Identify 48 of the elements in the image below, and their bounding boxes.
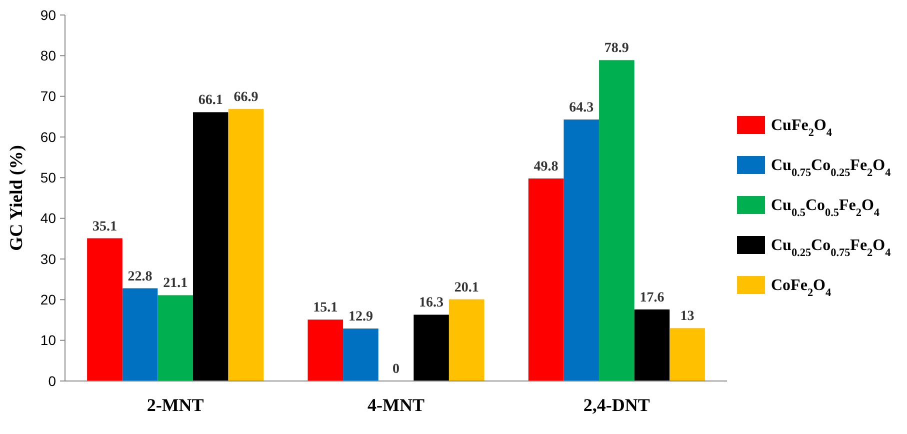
bar	[448, 299, 484, 381]
y-tick-label: 10	[40, 332, 56, 348]
data-label: 17.6	[640, 290, 664, 306]
bar	[87, 238, 122, 381]
bar	[122, 288, 158, 381]
bar	[564, 120, 600, 381]
data-label: 0	[392, 362, 400, 377]
data-label: 78.9	[604, 41, 629, 56]
legend-label: CoFe$_{2}$O$_{4}$	[771, 277, 832, 299]
y-tick-label: 30	[40, 250, 56, 267]
bar	[343, 328, 378, 381]
bar	[158, 295, 193, 381]
data-label: 15.1	[313, 300, 338, 316]
bar	[528, 178, 564, 381]
bar	[228, 108, 264, 381]
x-tick-label: 2-MNT	[146, 395, 204, 415]
legend-label: Cu$_{0.25}$Co$_{0.75}$Fe$_{2}$O$_{4}$	[771, 237, 892, 259]
y-tick-label: 40	[40, 210, 56, 226]
data-label: 35.1	[92, 219, 117, 234]
y-tick-label: 80	[40, 48, 56, 64]
data-label: 66.1	[198, 93, 223, 108]
x-tick-label: 2,4-DNT	[583, 395, 650, 415]
bar	[670, 328, 705, 381]
data-label: 16.3	[419, 296, 444, 311]
data-label: 12.9	[348, 310, 373, 325]
data-label: 64.3	[569, 100, 594, 116]
y-tick-label: 0	[48, 372, 56, 389]
data-label: 13	[680, 309, 694, 324]
data-label: 49.8	[534, 159, 558, 174]
x-tick-label: 4-MNT	[368, 395, 424, 415]
bar	[634, 309, 670, 381]
y-tick-label: 90	[40, 6, 56, 23]
y-tick-label: 20	[40, 292, 56, 308]
data-label: 66.9	[234, 90, 258, 105]
bar	[599, 60, 634, 381]
y-tick-label: 50	[40, 170, 56, 186]
data-label: 20.1	[454, 280, 479, 296]
bar	[308, 320, 344, 381]
legend-label: Cu$_{0.5}$Co$_{0.5}$Fe$_{2}$O$_{4}$	[771, 197, 880, 219]
data-label: 21.1	[163, 276, 188, 292]
legend-label: Cu$_{0.75}$Co$_{0.25}$Fe$_{2}$O$_{4}$	[771, 157, 892, 179]
bar	[414, 314, 449, 381]
bar	[192, 112, 228, 381]
y-tick-label: 60	[40, 128, 56, 145]
legend-label: CuFe$_{2}$O$_{4}$	[771, 117, 832, 139]
y-tick-label: 70	[40, 88, 56, 104]
data-label: 22.8	[128, 269, 152, 284]
y-axis-title: GC Yield (%)	[6, 145, 26, 251]
